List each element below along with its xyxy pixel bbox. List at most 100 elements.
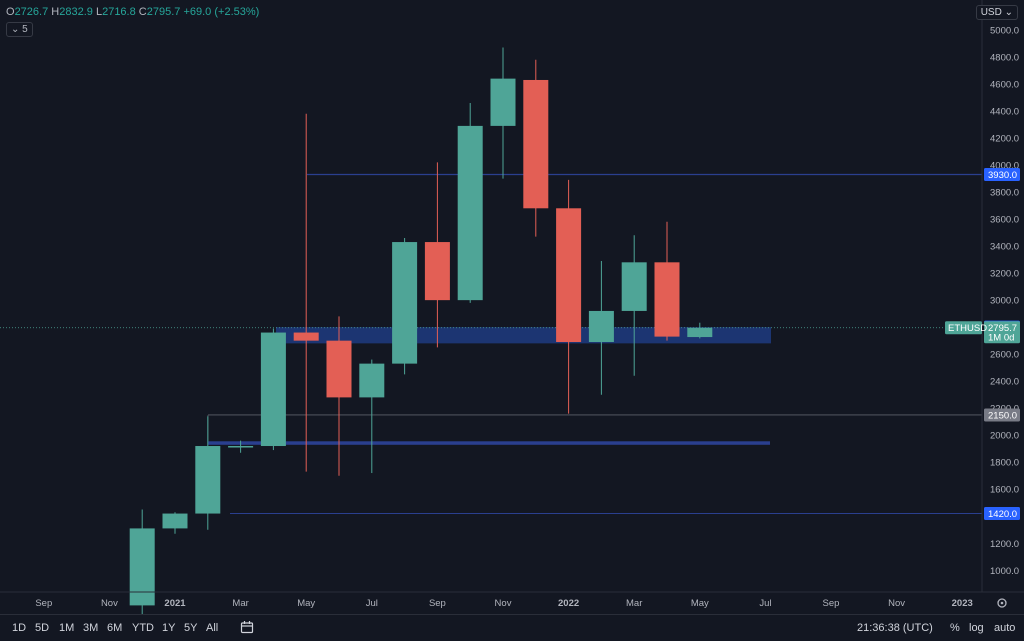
candle[interactable] [457, 102, 483, 303]
range-all[interactable]: All [206, 622, 219, 634]
levels-layer [0, 173, 982, 515]
x-tick-label: Mar [232, 598, 248, 609]
y-tick-label: 4000.0 [990, 161, 1019, 172]
range-1y[interactable]: 1Y [162, 622, 176, 634]
x-tick-label: 2021 [164, 598, 186, 609]
candle[interactable] [162, 512, 188, 534]
svg-text:2150.0: 2150.0 [988, 410, 1017, 421]
close-value: 2795.7 [146, 6, 181, 18]
change-value: +69.0 (+2.53%) [183, 6, 260, 18]
support-band-1950 [208, 441, 770, 445]
svg-text:2795.7: 2795.7 [988, 323, 1017, 334]
high-value: 2832.9 [59, 6, 93, 18]
x-tick-label: Nov [101, 598, 118, 609]
candle[interactable] [326, 316, 352, 476]
candle-body [523, 79, 549, 209]
range-6m[interactable]: 6M [107, 622, 123, 634]
candle[interactable] [195, 416, 221, 530]
percent-toggle[interactable]: % [950, 622, 960, 634]
candle[interactable] [687, 322, 713, 339]
svg-text:1M 0d: 1M 0d [988, 333, 1014, 344]
level-tag-3930: 3930.0 [984, 168, 1020, 182]
range-5y[interactable]: 5Y [184, 622, 198, 634]
candle-body [621, 262, 647, 311]
ohlc-legend: O2726.7 H2832.9 L2716.8 C2795.7 +69.0 (+… [6, 6, 260, 18]
calendar-icon[interactable] [240, 620, 254, 637]
range-1d[interactable]: 1D [12, 622, 27, 634]
y-tick-label: 4200.0 [990, 134, 1019, 145]
range-1m[interactable]: 1M [59, 622, 75, 634]
x-tick-label: Sep [429, 598, 446, 609]
svg-text:ETHUSD: ETHUSD [948, 323, 987, 334]
y-tick-label: 3000.0 [990, 296, 1019, 307]
clock-time[interactable]: 21:36:38 (UTC) [857, 622, 933, 634]
y-tick-label: 4400.0 [990, 107, 1019, 118]
candle-body [556, 208, 582, 343]
x-tick-label: Sep [35, 598, 52, 609]
y-tick-label: 2000.0 [990, 431, 1019, 442]
currency-select[interactable]: USD ⌄ [975, 5, 1018, 20]
candle-body [293, 332, 319, 341]
svg-text:1420.0: 1420.0 [988, 509, 1017, 520]
price-axis[interactable]: 5000.0 4800.0 4600.0 4400.0 4200.0 4000.0 3800… [990, 26, 1019, 577]
y-tick-label: 1200.0 [990, 539, 1019, 550]
symbol-tag: ETHUSD [945, 321, 987, 335]
candle[interactable] [293, 113, 319, 472]
auto-toggle[interactable]: auto [994, 622, 1016, 634]
range-3m[interactable]: 3M [83, 622, 99, 634]
y-tick-label: 1800.0 [990, 458, 1019, 469]
candle-body [490, 78, 516, 126]
chevron-down-icon: ⌄ [11, 24, 20, 35]
range-5d[interactable]: 5D [35, 622, 50, 634]
candle[interactable] [621, 235, 647, 376]
x-tick-label: Mar [626, 598, 642, 609]
x-tick-label: 2022 [558, 598, 579, 609]
candle-body [195, 446, 221, 514]
indicators-toggle[interactable]: ⌄ 5 [6, 22, 33, 37]
x-tick-label: Jul [759, 598, 771, 609]
candle[interactable] [556, 179, 582, 414]
candle-body [654, 262, 680, 337]
candle-body [457, 125, 483, 301]
candle-body [228, 446, 254, 448]
candle-body [326, 340, 352, 398]
settings-gear-icon[interactable] [997, 598, 1007, 608]
candle[interactable] [129, 509, 155, 625]
x-tick-label: Sep [823, 598, 840, 609]
log-toggle[interactable]: log [969, 622, 984, 634]
candle-body [260, 332, 286, 447]
candle[interactable] [490, 47, 516, 179]
candle[interactable] [359, 359, 385, 474]
candle[interactable] [424, 162, 450, 348]
candle[interactable] [392, 238, 418, 375]
bottom-toolbar: 1D 5D 1M 3M 6M YTD 1Y 5Y All 21:36:38 (U… [0, 614, 1024, 641]
x-tick-label: 2023 [952, 598, 973, 609]
y-tick-label: 4800.0 [990, 53, 1019, 64]
level-tag-1420: 1420.0 [984, 507, 1020, 521]
svg-text:3930.0: 3930.0 [988, 170, 1017, 181]
range-ytd[interactable]: YTD [132, 622, 154, 634]
open-value: 2726.7 [14, 6, 49, 18]
y-tick-label: 4600.0 [990, 80, 1019, 91]
zones-layer [208, 327, 771, 445]
candle-body [162, 513, 188, 529]
time-axis[interactable]: Sep Nov 2021 Mar May Jul Sep Nov 2022 Mar May Jul Se… [35, 598, 972, 609]
candle[interactable] [523, 59, 549, 237]
candle[interactable] [588, 260, 614, 395]
x-tick-label: Jul [366, 598, 378, 609]
level-tag-2150: 2150.0 [984, 408, 1020, 422]
x-tick-label: Nov [495, 598, 512, 609]
y-tick-label: 1600.0 [990, 485, 1019, 496]
current-price-tag: 2795.71M 0d [984, 321, 1020, 344]
candle[interactable] [260, 328, 286, 451]
y-tick-label: 1000.0 [990, 566, 1019, 577]
candles-layer [129, 47, 713, 625]
y-tick-label: 3200.0 [990, 269, 1019, 280]
candle[interactable] [228, 440, 254, 453]
y-tick-label: 3400.0 [990, 242, 1019, 253]
candle[interactable] [654, 221, 680, 341]
x-tick-label: May [297, 598, 315, 609]
low-value: 2716.8 [102, 6, 136, 18]
